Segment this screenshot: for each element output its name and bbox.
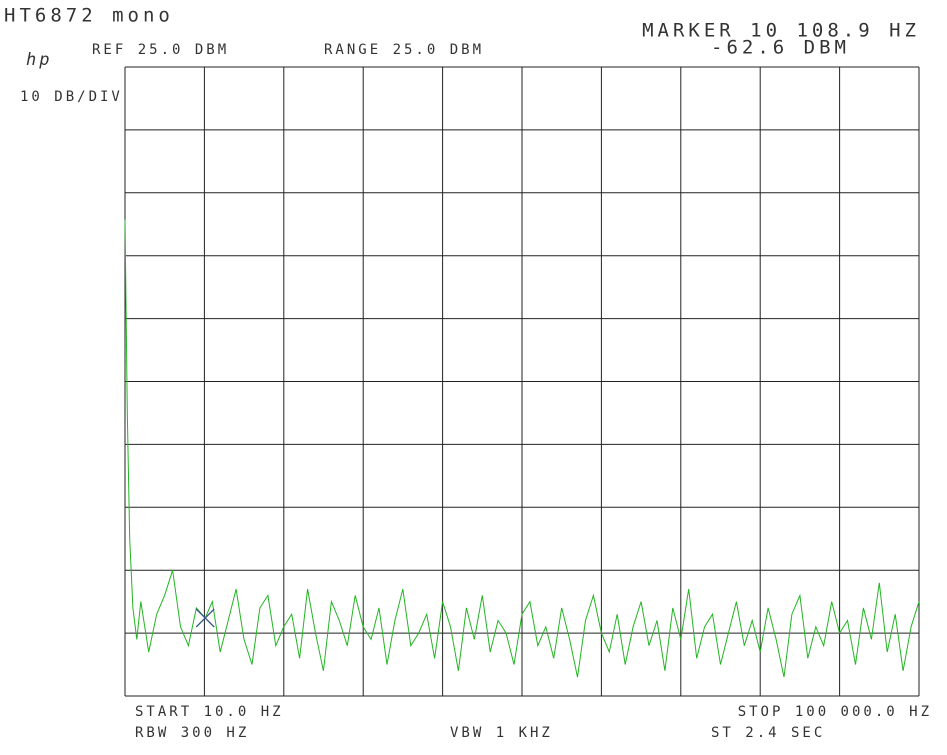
sweep-label: ST 2.4 SEC bbox=[711, 725, 825, 741]
marker-value-label: -62.6 DBM bbox=[711, 37, 850, 59]
vbw-label: VBW 1 KHZ bbox=[450, 725, 553, 741]
start-label: START 10.0 HZ bbox=[135, 704, 284, 720]
rbw-label: RBW 300 HZ bbox=[135, 725, 249, 741]
scale-label: 10 DB/DIV bbox=[20, 89, 123, 105]
marker-label: MARKER 10 108.9 HZ bbox=[642, 20, 920, 42]
stop-label: STOP 100 000.0 HZ bbox=[738, 704, 932, 720]
chart-title: HT6872 mono bbox=[4, 5, 174, 27]
ref-label: REF 25.0 DBM bbox=[92, 42, 229, 58]
range-label: RANGE 25.0 DBM bbox=[324, 42, 484, 58]
logo: hp bbox=[26, 50, 52, 70]
marker bbox=[195, 608, 215, 628]
trace bbox=[124, 219, 920, 678]
